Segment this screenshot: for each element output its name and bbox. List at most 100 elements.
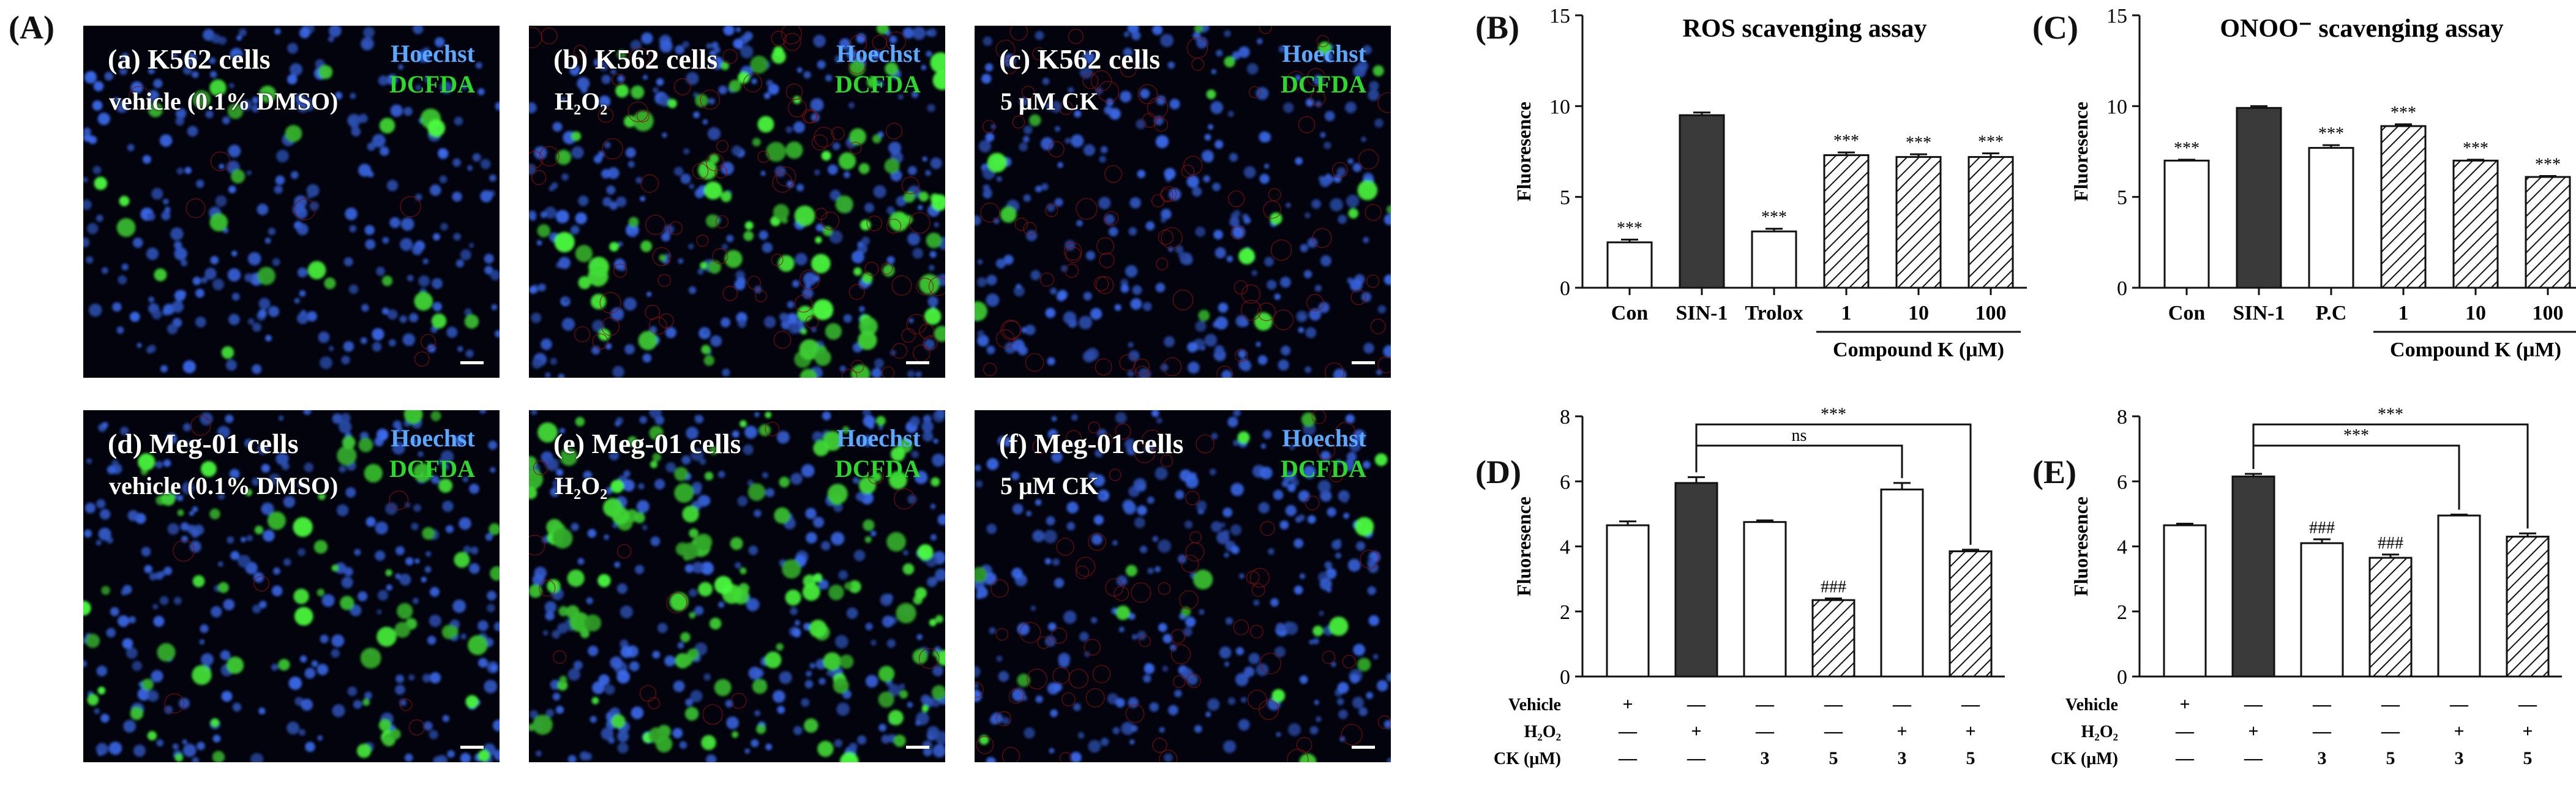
condition-cell: — bbox=[2381, 721, 2400, 741]
channel-hoechst-label: Hoechst bbox=[1282, 424, 1366, 452]
micrograph-condition: 5 μM CK bbox=[1000, 472, 1099, 500]
x-tick-label: 100 bbox=[1975, 302, 2007, 324]
condition-cell: — bbox=[2312, 694, 2332, 714]
cell-image bbox=[83, 410, 500, 762]
bar bbox=[1679, 114, 1725, 289]
condition-cell: + bbox=[2522, 721, 2533, 741]
condition-cell: + bbox=[1622, 694, 1633, 714]
micrograph-condition: H₂O₂ bbox=[555, 472, 608, 500]
bar bbox=[1968, 156, 2014, 289]
condition-cell: — bbox=[2175, 748, 2195, 768]
condition-cell: + bbox=[2179, 694, 2190, 714]
y-axis-label: Fluoresence bbox=[1513, 102, 1535, 201]
y-tick-label: 4 bbox=[1560, 536, 1570, 559]
channel-dcfda-label: DCFDA bbox=[389, 70, 475, 98]
condition-cell: 3 bbox=[2455, 748, 2464, 768]
bar bbox=[2163, 159, 2210, 289]
significance-label: *** bbox=[2174, 139, 2200, 158]
micrograph-condition: H₂O₂ bbox=[555, 88, 608, 115]
x-tick-label: 1 bbox=[2398, 302, 2409, 324]
micrograph-a: (a) K562 cells vehicle (0.1% DMSO) Hoech… bbox=[83, 26, 500, 378]
panel-label-b: (B) bbox=[1475, 9, 1519, 46]
x-tick-label: 1 bbox=[1841, 302, 1852, 324]
bar bbox=[2308, 147, 2354, 289]
condition-cell: — bbox=[2312, 721, 2332, 741]
panel-label-c: (C) bbox=[2032, 9, 2078, 46]
y-tick-label: 8 bbox=[1560, 406, 1570, 429]
micrograph-b: (b) K562 cells H₂O₂ Hoechst DCFDA bbox=[529, 26, 945, 378]
y-axis-label: Fluoresence bbox=[1513, 497, 1535, 596]
bracket-label: *** bbox=[2378, 405, 2403, 424]
comparison-bracket bbox=[1695, 423, 1972, 545]
channel-hoechst-label: Hoechst bbox=[836, 40, 921, 67]
y-tick-label: 4 bbox=[2117, 536, 2127, 559]
channel-hoechst-label: Hoechst bbox=[836, 424, 921, 452]
condition-cell: — bbox=[2381, 694, 2400, 714]
bar bbox=[2231, 475, 2275, 678]
x-tick-label: SIN-1 bbox=[2233, 302, 2285, 324]
bar bbox=[2368, 557, 2413, 678]
y-tick-label: 10 bbox=[2106, 96, 2127, 118]
cell-image bbox=[529, 26, 945, 378]
chart-title: ONOO⁻ scavenging assay bbox=[2220, 15, 2503, 43]
significance-label: *** bbox=[2391, 103, 2416, 122]
condition-cell: 3 bbox=[2318, 748, 2327, 768]
significance-label: *** bbox=[1906, 133, 1931, 152]
x-tick-label: 10 bbox=[1908, 302, 1929, 324]
y-tick-label: 6 bbox=[1560, 471, 1570, 493]
bar bbox=[1674, 482, 1718, 678]
micrograph-condition: vehicle (0.1% DMSO) bbox=[109, 472, 339, 500]
comparison-bracket bbox=[2252, 423, 2529, 529]
y-tick-label: 0 bbox=[1560, 666, 1570, 689]
x-tick-label: Con bbox=[2168, 302, 2206, 324]
chart-c-svg: ONOO⁻ scavenging assay 0 5 10 15 Fluoresence *… bbox=[2070, 5, 2576, 361]
condition-cell: — bbox=[1755, 694, 1775, 714]
condition-cell: — bbox=[2449, 694, 2469, 714]
y-tick-label: 15 bbox=[2106, 5, 2127, 28]
bar bbox=[2506, 536, 2550, 678]
micrograph-title: (c) K562 cells bbox=[999, 43, 1161, 75]
y-tick-label: 0 bbox=[2117, 666, 2127, 689]
condition-cell: — bbox=[2518, 694, 2537, 714]
condition-row-label: H₂O₂ bbox=[1524, 722, 1561, 741]
micrograph-title: (f) Meg-01 cells bbox=[999, 428, 1184, 459]
x-tick-label: 100 bbox=[2533, 302, 2564, 324]
bar bbox=[2300, 542, 2344, 678]
condition-cell: — bbox=[1961, 694, 1980, 714]
y-tick-label: 2 bbox=[2117, 601, 2127, 624]
bracket-label: *** bbox=[2343, 426, 2369, 445]
bracket-label: ns bbox=[1792, 426, 1807, 445]
panel-label-d: (D) bbox=[1475, 454, 1521, 490]
micrograph-condition: 5 μM CK bbox=[1000, 88, 1099, 115]
bar bbox=[1880, 489, 1924, 678]
bar bbox=[2236, 107, 2282, 289]
condition-cell: — bbox=[1618, 721, 1638, 741]
group-label: Compound K (μM) bbox=[1833, 339, 2004, 361]
chart-b-ros: ROS scavenging assay 0 5 10 15 Fluoresence ***… bbox=[1494, 0, 2032, 392]
bar bbox=[2452, 159, 2499, 289]
bar bbox=[2163, 524, 2207, 678]
micrograph-condition: vehicle (0.1% DMSO) bbox=[109, 88, 339, 115]
micrograph-title: (b) K562 cells bbox=[553, 43, 718, 75]
bar bbox=[1811, 599, 1855, 678]
significance-label: *** bbox=[2318, 124, 2344, 143]
y-tick-label: 0 bbox=[2117, 277, 2127, 300]
cell-image bbox=[529, 410, 945, 762]
significance-label: *** bbox=[1978, 132, 2004, 151]
bracket-label: *** bbox=[1821, 405, 1846, 424]
scale-bar bbox=[1352, 361, 1375, 364]
condition-cell: — bbox=[1824, 694, 1843, 714]
micrograph-title: (e) Meg-01 cells bbox=[553, 428, 741, 459]
bar bbox=[1606, 241, 1653, 289]
condition-cell: — bbox=[2244, 748, 2263, 768]
bar bbox=[1606, 524, 1650, 678]
x-tick-label: Con bbox=[1611, 302, 1649, 324]
y-tick-label: 0 bbox=[1560, 277, 1570, 300]
y-tick-label: 8 bbox=[2117, 406, 2127, 429]
scale-bar bbox=[460, 746, 484, 749]
chart-c-onoo: ONOO⁻ scavenging assay 0 5 10 15 Fluoresence *… bbox=[2051, 0, 2576, 392]
cell-image bbox=[975, 26, 1391, 378]
channel-hoechst-label: Hoechst bbox=[1282, 40, 1366, 67]
cell-image bbox=[975, 410, 1391, 762]
channel-dcfda-label: DCFDA bbox=[1281, 455, 1366, 482]
